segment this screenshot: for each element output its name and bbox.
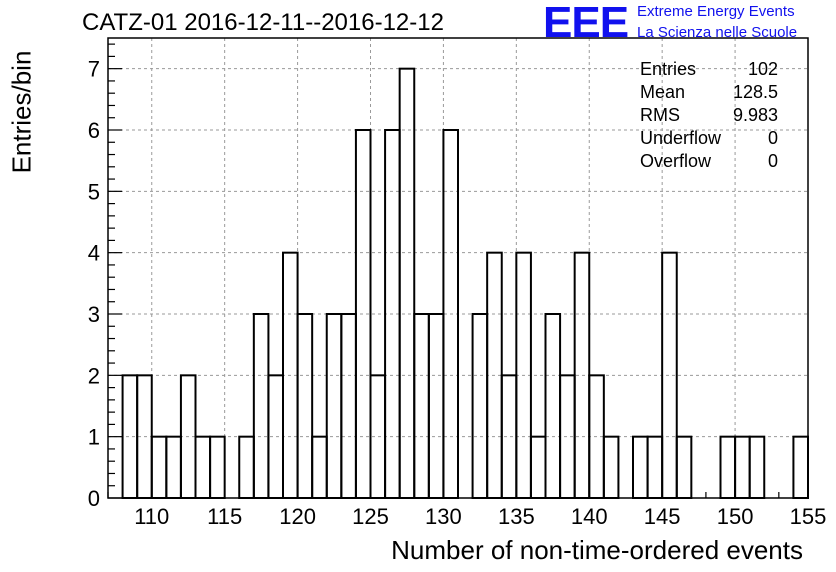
- y-tick-label: 2: [88, 363, 100, 388]
- stat-label: Mean: [640, 82, 686, 102]
- histogram-bar: [602, 435, 620, 499]
- stat-value: 0: [767, 151, 778, 171]
- y-tick-label: 6: [88, 118, 100, 143]
- histogram-bar: [529, 435, 547, 499]
- y-tick-label: 5: [88, 179, 100, 204]
- x-tick-label: 140: [571, 504, 608, 529]
- histogram-bar: [165, 435, 182, 499]
- histogram-bar: [252, 313, 270, 499]
- histogram-bar: [792, 435, 810, 499]
- x-tick-label: 145: [644, 504, 681, 529]
- histogram-bar: [340, 313, 357, 499]
- histogram-bar: [471, 313, 489, 499]
- histogram-bar: [427, 313, 445, 499]
- logo-line-2: La Scienza nelle Scuole: [637, 24, 798, 41]
- histogram-bar: [325, 313, 343, 499]
- x-tick-label: 125: [352, 504, 389, 529]
- stat-value: 102: [747, 59, 778, 79]
- stat-row-underflow: Underflow 0: [640, 127, 778, 150]
- stat-value: 128.5: [732, 82, 778, 102]
- axis-ticks: [107, 43, 809, 499]
- histogram-bar: [150, 435, 168, 499]
- stat-label: Overflow: [640, 151, 712, 171]
- histogram-bar: [675, 435, 693, 499]
- x-tick-label: 115: [207, 504, 242, 529]
- histogram-bar: [748, 435, 766, 499]
- stats-box: Entries 102 Mean 128.5 RMS 9.983 Underfl…: [640, 58, 778, 173]
- x-tick-label: 150: [717, 504, 754, 529]
- stat-label: RMS: [640, 105, 680, 125]
- histogram-bar: [311, 435, 328, 499]
- histogram-bar: [238, 435, 255, 499]
- logo-line-1: Extreme Energy Events: [637, 3, 795, 20]
- y-tick-label: 1: [88, 425, 100, 450]
- x-tick-label: 130: [425, 504, 462, 529]
- stat-label: Underflow: [640, 128, 722, 148]
- y-tick-label: 7: [88, 57, 100, 82]
- y-axis-label: Entries/bin: [6, 50, 37, 174]
- histogram-bar: [734, 435, 751, 499]
- histogram-bar: [500, 374, 518, 500]
- histogram-bar: [632, 435, 649, 499]
- histogram-bar: [646, 435, 664, 499]
- histogram-bar: [398, 67, 416, 500]
- y-tick-label: 3: [88, 302, 100, 327]
- stat-row-overflow: Overflow 0: [640, 150, 778, 173]
- y-tick-label: 4: [88, 241, 100, 266]
- eee-logo: EEE: [543, 0, 629, 47]
- x-axis-label: Number of non-time-ordered events: [391, 535, 803, 565]
- x-tick-label: 155: [790, 504, 827, 529]
- stat-row-entries: Entries 102: [640, 58, 778, 81]
- histogram-bar: [413, 313, 430, 499]
- chart-title: CATZ-01 2016-12-11--2016-12-12: [82, 9, 444, 36]
- tick-labels: 110 115 120 125 130 135 140 145 150 155 0 1 2 3 4 5 6 7: [88, 57, 827, 529]
- histogram-bar: [719, 435, 737, 499]
- histogram-bar: [544, 313, 562, 499]
- x-tick-label: 110: [134, 504, 169, 529]
- stat-value: 0: [767, 128, 778, 148]
- histogram-bar: [209, 435, 226, 499]
- stat-value: 9.983: [732, 105, 778, 125]
- histogram-bar: [296, 313, 314, 499]
- stat-label: Entries: [640, 59, 697, 79]
- stat-row-rms: RMS 9.983: [640, 104, 778, 127]
- x-tick-label: 120: [279, 504, 316, 529]
- x-tick-label: 135: [498, 504, 535, 529]
- stat-row-mean: Mean 128.5: [640, 81, 778, 104]
- y-tick-label: 0: [88, 486, 100, 511]
- histogram-bar: [194, 435, 212, 499]
